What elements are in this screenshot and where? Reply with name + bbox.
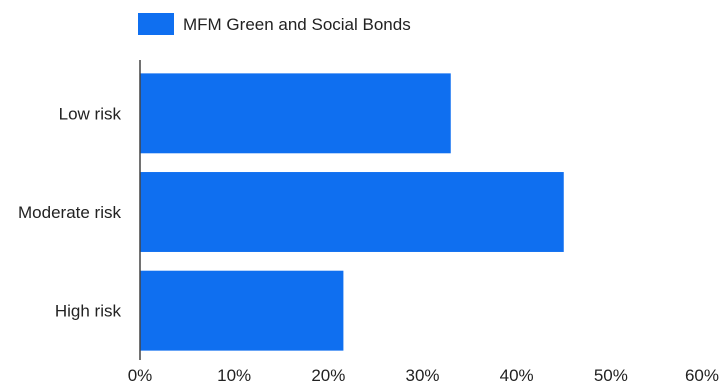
legend-label: MFM Green and Social Bonds (183, 15, 411, 34)
x-tick-label: 30% (405, 366, 439, 385)
bar-high-risk (140, 270, 344, 351)
x-tick-label: 60% (685, 366, 719, 385)
category-label: High risk (55, 302, 122, 321)
bar-moderate-risk (140, 172, 564, 252)
x-tick-label: 0% (128, 366, 153, 385)
category-labels: Low risk Moderate risk High risk (18, 104, 121, 320)
category-label: Low risk (59, 104, 122, 123)
x-tick-label: 20% (311, 366, 345, 385)
x-tick-label: 10% (217, 366, 251, 385)
x-tick-label: 40% (500, 366, 534, 385)
x-tick-label: 50% (594, 366, 628, 385)
category-label: Moderate risk (18, 203, 121, 222)
legend: MFM Green and Social Bonds (138, 13, 411, 35)
bar-low-risk (140, 73, 451, 154)
x-tick-labels: 0% 10% 20% 30% 40% 50% 60% (128, 366, 719, 385)
legend-swatch (138, 13, 174, 35)
bars (140, 73, 564, 351)
